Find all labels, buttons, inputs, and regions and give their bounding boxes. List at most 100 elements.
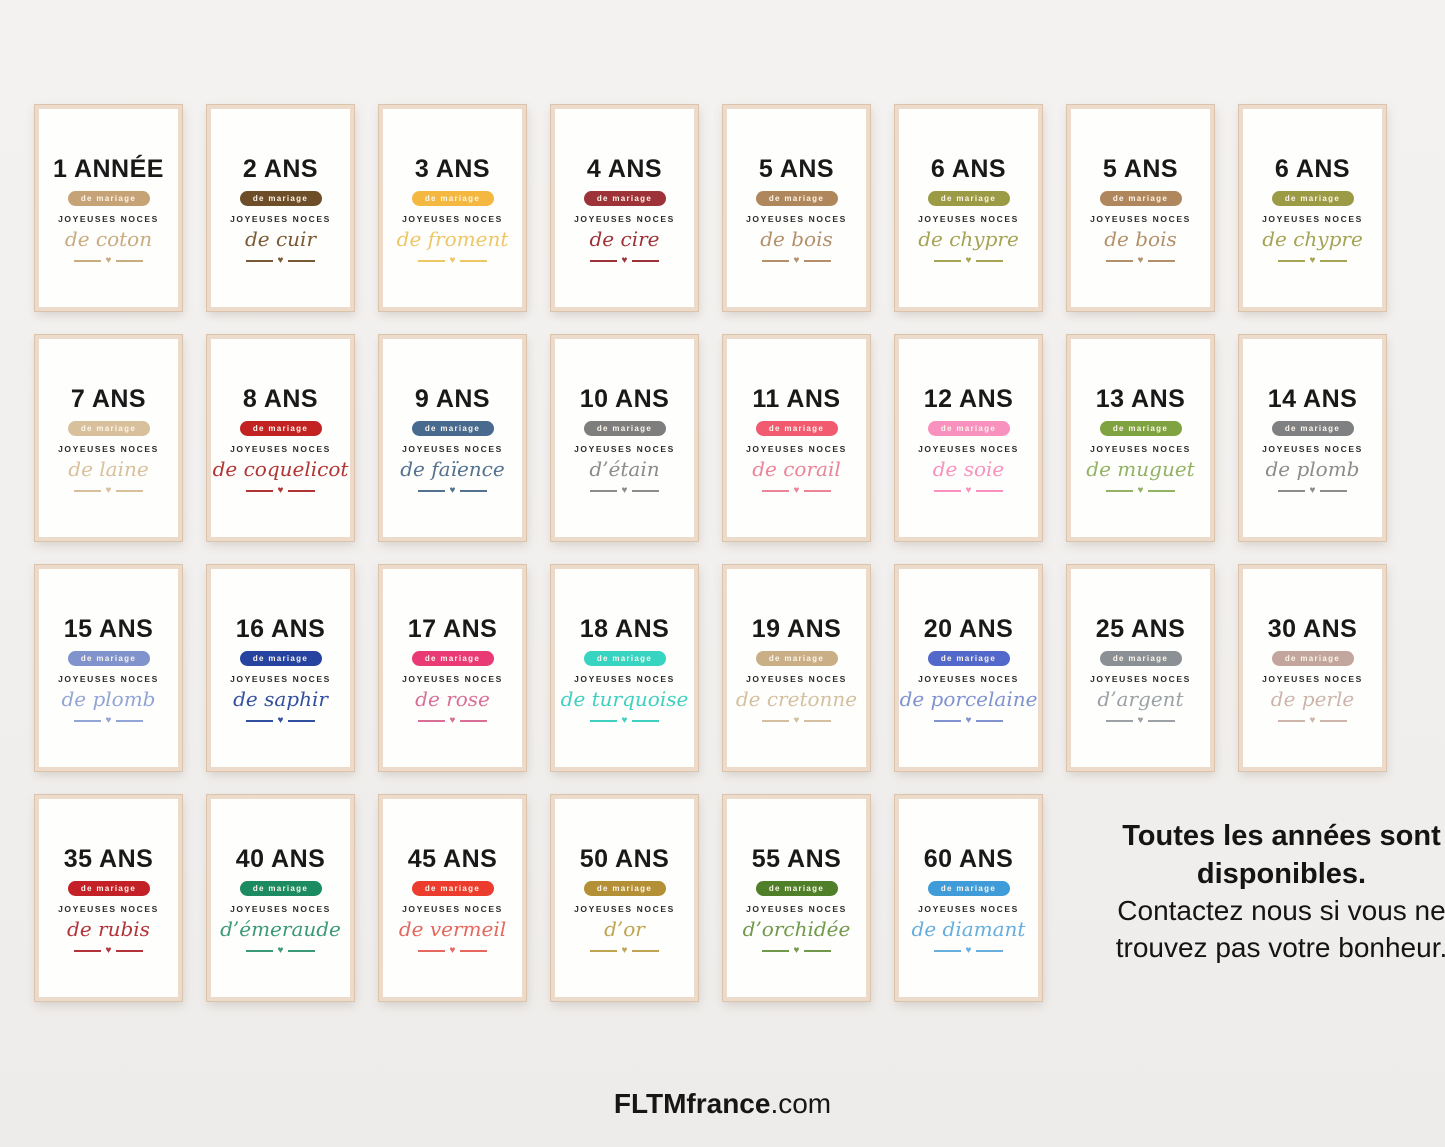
poster-frame: 55 ANS de mariage JOYEUSES NOCES d’orchi… (722, 794, 871, 1002)
poster-band: de mariage (1099, 421, 1182, 436)
poster-noces-label: JOYEUSES NOCES (918, 213, 1019, 224)
poster-frame: 5 ANS de mariage JOYEUSES NOCES de bois … (1066, 104, 1215, 312)
poster-band: de mariage (239, 651, 322, 666)
poster-noces-label: JOYEUSES NOCES (574, 443, 675, 454)
poster-material-script: de perle (1270, 687, 1355, 711)
divider-line-right (288, 260, 316, 262)
poster-band: de mariage (239, 191, 322, 206)
divider-line-left (245, 950, 273, 952)
poster-band-label: de mariage (940, 653, 997, 663)
poster-divider: ♥ (933, 486, 1004, 496)
divider-line-right (460, 720, 488, 722)
poster-divider: ♥ (417, 946, 488, 956)
anniversary-poster: 7 ANS de mariage JOYEUSES NOCES de laine… (39, 339, 178, 537)
poster-material-script: de porcelaine (899, 687, 1038, 711)
anniversary-poster: 16 ANS de mariage JOYEUSES NOCES de saph… (211, 569, 350, 767)
poster-band-label: de mariage (596, 653, 653, 663)
poster-noces-label: JOYEUSES NOCES (574, 673, 675, 684)
poster-divider: ♥ (1105, 486, 1176, 496)
poster-divider: ♥ (589, 486, 660, 496)
poster-noces-label: JOYEUSES NOCES (1090, 673, 1191, 684)
poster-year-title: 6 ANS (1274, 155, 1351, 183)
anniversary-poster: 45 ANS de mariage JOYEUSES NOCES de verm… (383, 799, 522, 997)
divider-line-right (804, 260, 832, 262)
poster-frame: 17 ANS de mariage JOYEUSES NOCES de rose… (378, 564, 527, 772)
poster-material-script: d’orchidée (742, 917, 851, 941)
poster-frame: 12 ANS de mariage JOYEUSES NOCES de soie… (894, 334, 1043, 542)
divider-line-right (632, 490, 660, 492)
poster-divider: ♥ (245, 716, 316, 726)
divider-line-left (1277, 490, 1305, 492)
poster-grid: 1 ANNÉE de mariage JOYEUSES NOCES de cot… (34, 104, 1445, 1002)
poster-year-title: 5 ANS (1102, 155, 1179, 183)
poster-divider: ♥ (1277, 255, 1348, 266)
poster-frame: 5 ANS de mariage JOYEUSES NOCES de bois … (722, 104, 871, 312)
poster-year-title: 5 ANS (758, 155, 835, 183)
divider-line-right (288, 490, 316, 492)
anniversary-poster: 25 ANS de mariage JOYEUSES NOCES d’argen… (1071, 569, 1210, 767)
poster-material-script: de diamant (911, 917, 1026, 941)
poster-band: de mariage (583, 881, 666, 896)
poster-material-script: de rose (415, 687, 490, 711)
poster-band-label: de mariage (80, 883, 137, 893)
divider-line-left (933, 260, 961, 262)
poster-frame: 60 ANS de mariage JOYEUSES NOCES de diam… (894, 794, 1043, 1002)
poster-frame: 8 ANS de mariage JOYEUSES NOCES de coque… (206, 334, 355, 542)
poster-material-script: d’étain (589, 457, 660, 481)
poster-band: de mariage (67, 651, 150, 666)
poster-frame: 11 ANS de mariage JOYEUSES NOCES de cora… (722, 334, 871, 542)
poster-band: de mariage (927, 421, 1010, 436)
poster-band-label: de mariage (1112, 193, 1169, 203)
heart-icon: ♥ (1309, 255, 1316, 266)
poster-band-label: de mariage (1284, 653, 1341, 663)
poster-material-script: de bois (1104, 227, 1177, 251)
poster-frame: 9 ANS de mariage JOYEUSES NOCES de faïen… (378, 334, 527, 542)
poster-band: de mariage (927, 191, 1010, 206)
poster-divider: ♥ (245, 256, 316, 266)
anniversary-poster: 5 ANS de mariage JOYEUSES NOCES de bois … (1071, 109, 1210, 307)
divider-line-left (589, 720, 617, 722)
divider-line-left (933, 490, 961, 492)
divider-line-right (632, 950, 660, 952)
poster-divider: ♥ (417, 716, 488, 726)
poster-divider: ♥ (589, 716, 660, 726)
poster-frame: 45 ANS de mariage JOYEUSES NOCES de verm… (378, 794, 527, 1002)
poster-band: de mariage (583, 191, 666, 206)
poster-divider: ♥ (1105, 715, 1176, 726)
divider-line-left (417, 720, 445, 722)
poster-divider: ♥ (73, 256, 144, 266)
poster-divider: ♥ (73, 945, 144, 956)
divider-line-right (976, 260, 1004, 262)
poster-material-script: de coquelicot (212, 457, 349, 481)
anniversary-poster: 5 ANS de mariage JOYEUSES NOCES de bois … (727, 109, 866, 307)
poster-material-script: de chypre (918, 227, 1019, 251)
poster-noces-label: JOYEUSES NOCES (1090, 443, 1191, 454)
divider-line-right (116, 260, 144, 262)
heart-icon: ♥ (1137, 715, 1144, 726)
poster-band-label: de mariage (596, 883, 653, 893)
poster-band: de mariage (67, 191, 150, 206)
poster-band: de mariage (1099, 651, 1182, 666)
poster-band-label: de mariage (1284, 423, 1341, 433)
poster-frame: 25 ANS de mariage JOYEUSES NOCES d’argen… (1066, 564, 1215, 772)
poster-material-script: d’or (604, 917, 645, 941)
poster-noces-label: JOYEUSES NOCES (918, 443, 1019, 454)
poster-band-label: de mariage (1284, 193, 1341, 203)
divider-line-left (73, 260, 101, 262)
poster-material-script: de chypre (1262, 227, 1363, 251)
heart-icon: ♥ (105, 485, 112, 496)
anniversary-poster: 55 ANS de mariage JOYEUSES NOCES d’orchi… (727, 799, 866, 997)
divider-line-right (460, 490, 488, 492)
heart-icon: ♥ (621, 255, 628, 266)
poster-frame: 1 ANNÉE de mariage JOYEUSES NOCES de cot… (34, 104, 183, 312)
heart-icon: ♥ (105, 945, 112, 956)
poster-material-script: de cuir (244, 227, 317, 251)
heart-icon: ♥ (621, 945, 628, 956)
anniversary-poster: 60 ANS de mariage JOYEUSES NOCES de diam… (899, 799, 1038, 997)
brand-logo: FLTMfrance.com (0, 1088, 1445, 1120)
poster-band-label: de mariage (80, 423, 137, 433)
poster-frame: 16 ANS de mariage JOYEUSES NOCES de saph… (206, 564, 355, 772)
poster-noces-label: JOYEUSES NOCES (402, 213, 503, 224)
poster-divider: ♥ (761, 256, 832, 266)
poster-band-label: de mariage (768, 653, 825, 663)
